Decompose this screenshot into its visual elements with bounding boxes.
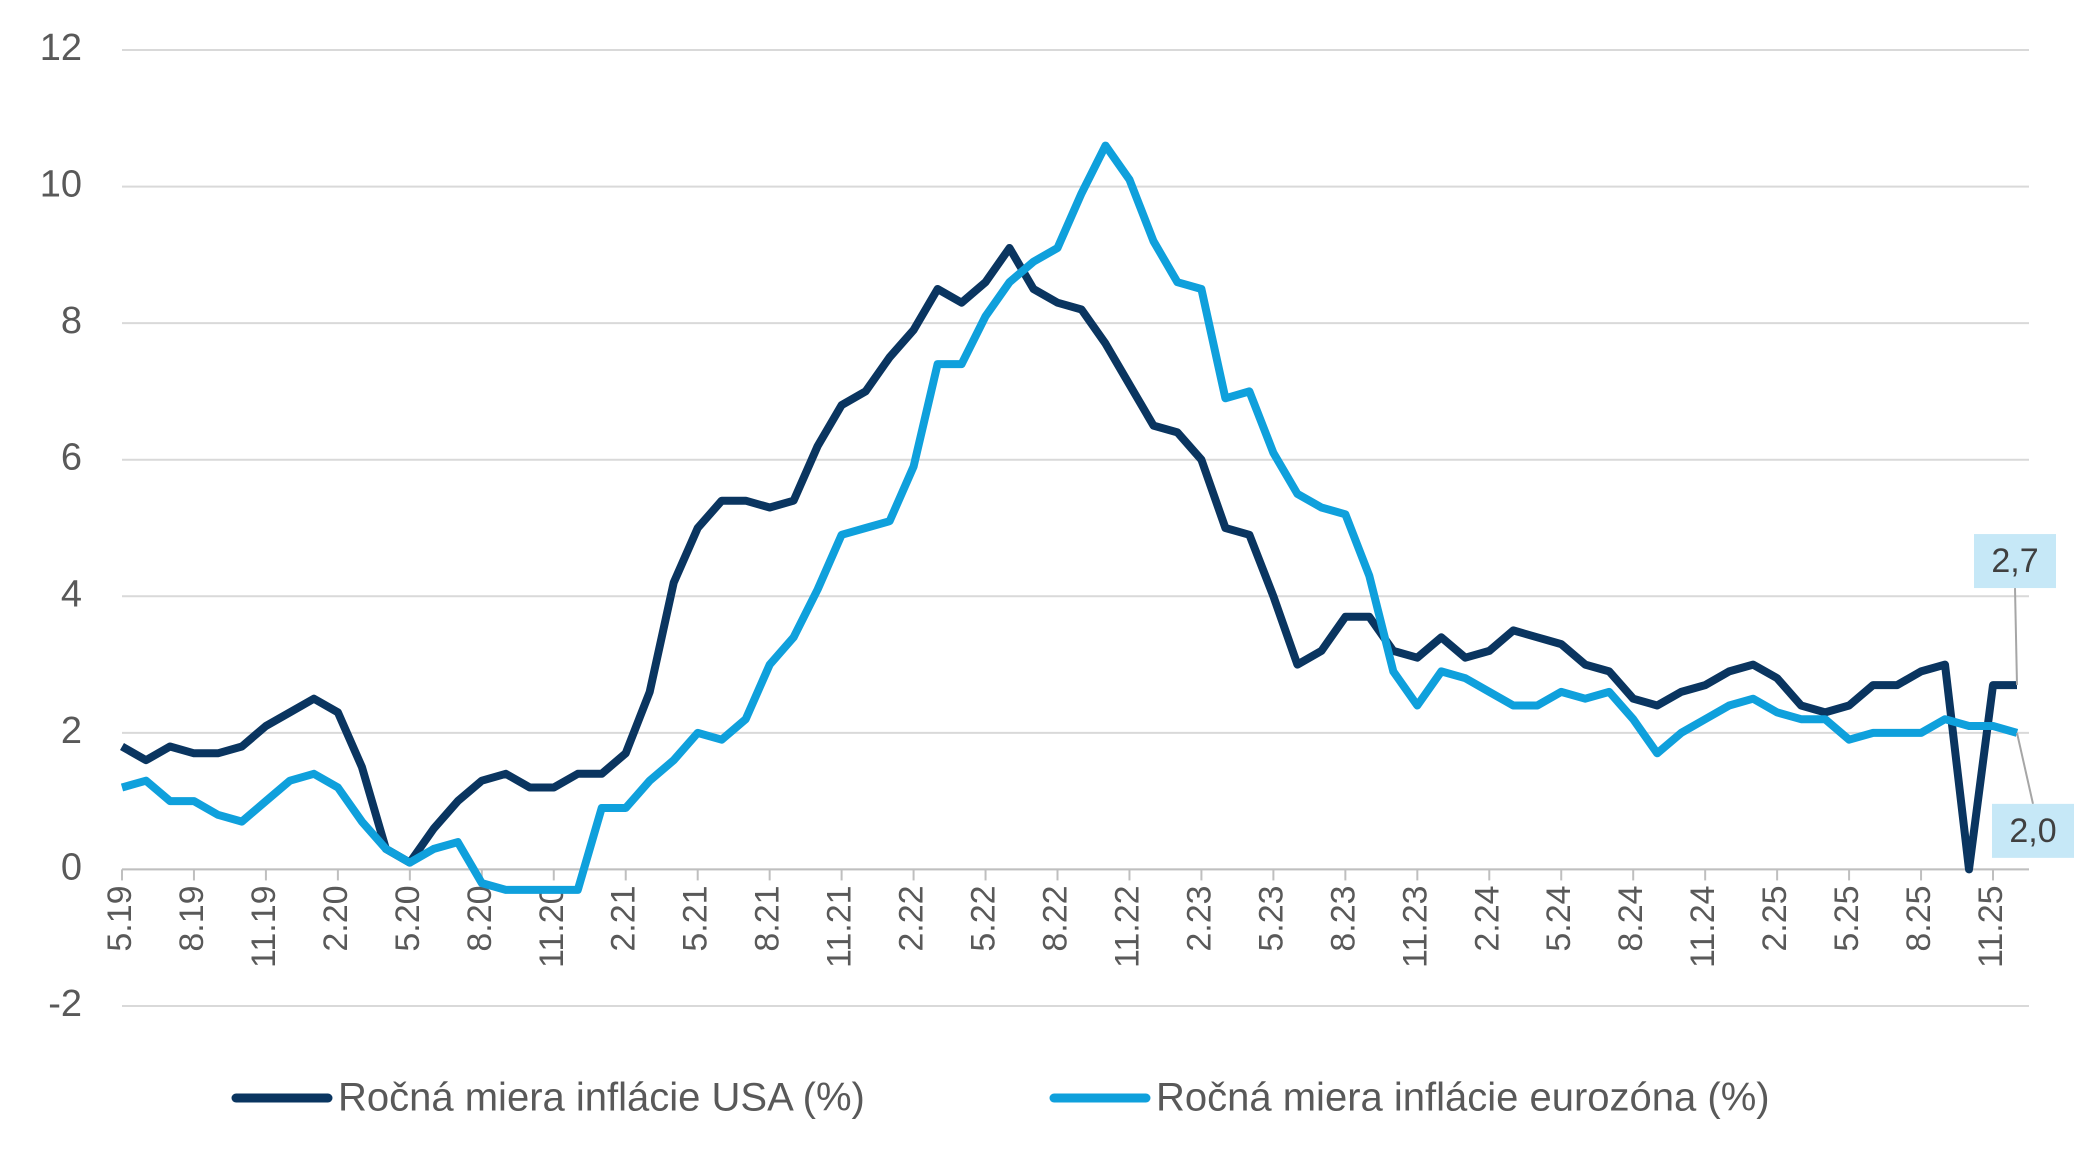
series-line (120, 141, 2019, 894)
x-tick-label: 8.20 (461, 885, 499, 951)
x-tick-label: 11.22 (1108, 885, 1146, 968)
x-tick-label: 2.20 (317, 885, 355, 951)
legend-label: Ročná miera inflácie eurozóna (%) (1156, 1076, 1770, 1120)
x-tick-label: 8.24 (1612, 885, 1650, 951)
x-tick-label: 11.24 (1684, 885, 1722, 968)
x-tick-label: 2.22 (893, 885, 931, 951)
y-tick-label: -2 (48, 983, 82, 1025)
end-label: 2,7 (1991, 542, 2038, 580)
label-box (1992, 803, 2074, 858)
label-box (1974, 534, 2056, 589)
y-tick-label: 12 (40, 27, 82, 69)
x-tick-label: 8.23 (1324, 885, 1362, 951)
x-tick-label: 2.24 (1468, 885, 1506, 951)
leader-line (2016, 732, 2034, 805)
x-tick-label: 5.23 (1252, 885, 1290, 951)
y-tick-label: 8 (61, 300, 82, 342)
y-tick-label: 0 (61, 846, 82, 888)
series-line (120, 244, 2017, 874)
x-tick-label: 11.23 (1396, 885, 1434, 968)
x-tick-label: 11.20 (533, 885, 571, 968)
x-tick-label: 11.21 (821, 885, 859, 968)
x-tick-label: 5.25 (1828, 885, 1866, 951)
x-tick-label: 11.25 (1972, 885, 2010, 968)
legend-label: Ročná miera inflácie USA (%) (338, 1076, 865, 1120)
y-tick-label: 6 (61, 437, 82, 479)
y-tick-label: 2 (61, 710, 82, 752)
x-tick-label: 5.20 (389, 885, 427, 951)
x-tick-label: 8.21 (749, 885, 787, 951)
x-tick-label: 2.21 (605, 885, 643, 951)
end-label: 2,0 (2009, 812, 2056, 850)
y-tick-label: 10 (40, 164, 82, 206)
x-tick-label: 5.19 (101, 885, 139, 951)
y-tick-label: 4 (61, 573, 82, 615)
x-tick-label: 2.25 (1756, 885, 1794, 951)
x-tick-label: 5.21 (677, 885, 715, 951)
leader-line (2014, 588, 2018, 686)
x-tick-label: 5.24 (1540, 885, 1578, 951)
x-tick-label: 8.19 (173, 885, 211, 951)
x-tick-label: 8.22 (1036, 885, 1074, 951)
x-tick-label: 2.23 (1180, 885, 1218, 951)
x-tick-label: 8.25 (1900, 885, 1938, 951)
x-tick-label: 11.19 (245, 885, 283, 968)
x-tick-label: 5.22 (965, 885, 1003, 951)
